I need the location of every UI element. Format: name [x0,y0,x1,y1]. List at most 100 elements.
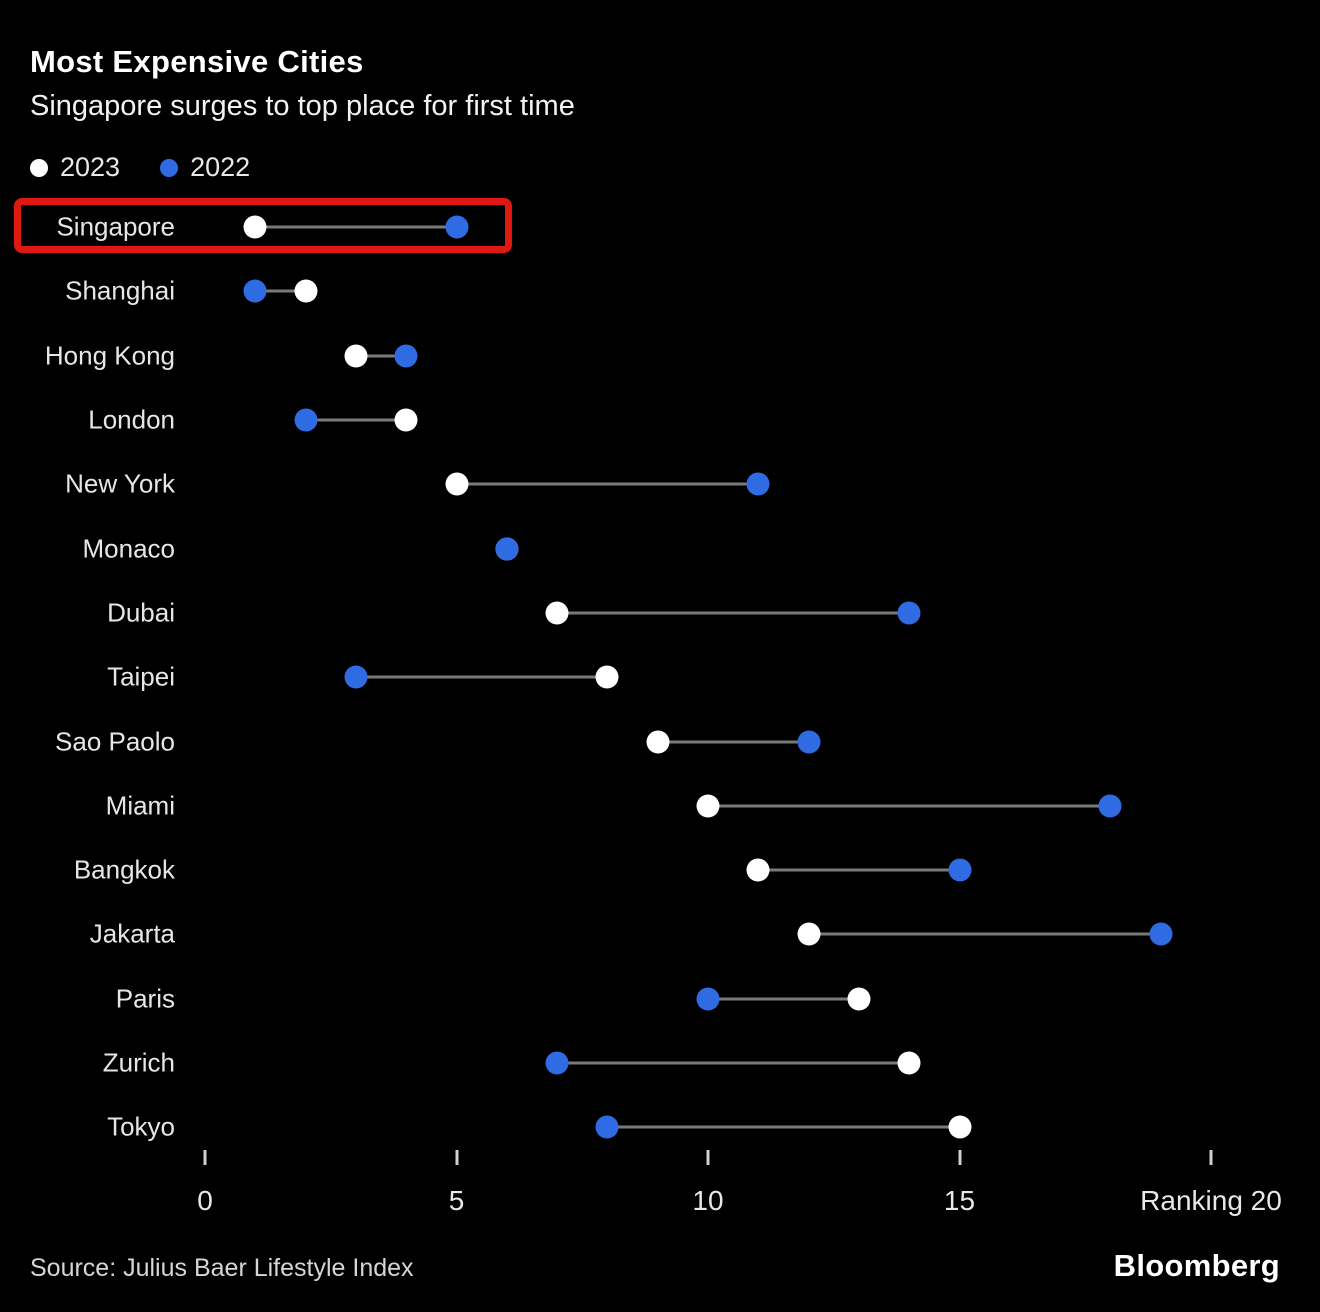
connector-line [557,1061,910,1065]
city-label: Tokyo [107,1111,175,1142]
chart-row: Miami [0,774,1320,838]
axis-tick-label: Ranking 20 [1140,1185,1282,1216]
dot-2022 [746,472,770,496]
row-track [205,388,1211,452]
city-label: London [88,404,175,435]
chart-row: Monaco [0,516,1320,580]
row-track [205,967,1211,1031]
legend-label-2022: 2022 [190,152,251,182]
row-track [205,902,1211,966]
connector-line [607,1125,960,1129]
dot-2022 [394,344,418,368]
row-track [205,259,1211,323]
row-track [205,645,1211,709]
city-label: Zurich [102,1047,175,1078]
dot-2023 [294,279,318,303]
page-title: Most Expensive Cities [30,44,364,79]
row-track [205,774,1211,838]
axis-tick-label: 15 [943,1185,976,1216]
city-label: Singapore [56,211,175,242]
connector-line [355,354,407,358]
dot-2023 [948,1115,971,1139]
connector-line [305,418,407,422]
dot-2023 [646,730,670,754]
legend-item-2022: 2022 [160,152,250,183]
legend-item-2023: 2023 [30,152,120,183]
chart-row: New York [0,452,1320,516]
bloomberg-logo: Bloomberg [1113,1248,1280,1283]
dot-2022 [595,1115,619,1139]
dot-2023 [696,794,720,818]
dot-2023 [897,1051,921,1075]
chart-row: Zurich [0,1031,1320,1095]
connector-line [255,289,306,293]
chart-row: London [0,388,1320,452]
page-subtitle: Singapore surges to top place for first … [30,90,575,122]
dot-2023 [394,408,418,432]
row-track [205,709,1211,773]
connector-line [808,932,1161,936]
axis-tick-label: 0 [197,1185,213,1216]
row-track [205,452,1211,516]
city-label: Bangkok [73,854,175,885]
dot-2022 [344,665,368,689]
dot-2023 [746,858,770,882]
dot-2022 [243,279,267,303]
city-label: Dubai [107,597,175,628]
legend-dot-2022-icon [160,158,179,177]
dot-2023 [445,472,468,496]
row-track [205,1095,1211,1159]
dot-2022 [696,987,720,1011]
city-label: Jakarta [89,918,175,949]
chart-row: Jakarta [0,902,1320,966]
row-track [205,195,1211,259]
chart-row: Shanghai [0,259,1320,323]
chart-row: Singapore [0,195,1320,259]
row-track [205,516,1211,580]
city-label: Monaco [82,533,176,564]
dot-2023 [243,215,267,239]
dot-2022 [445,215,468,239]
connector-line [355,675,608,679]
chart-row: Paris [0,967,1320,1031]
row-track [205,838,1211,902]
highlight-box [14,198,512,254]
city-label: Shanghai [65,275,175,306]
axis-tick-label: 5 [448,1185,465,1216]
dot-2023 [797,922,821,946]
source-note: Source: Julius Baer Lifestyle Index [30,1254,414,1282]
dot-2022 [948,858,971,882]
dot-2022 [797,730,821,754]
dot-2023 [595,665,619,689]
city-label: New York [65,468,175,499]
axis-tick [203,1150,207,1165]
chart-row: Tokyo [0,1095,1320,1159]
dot-2022 [897,601,921,625]
dot-2022 [495,537,519,561]
chart-row: Hong Kong [0,324,1320,388]
chart-row: Sao Paolo [0,709,1320,773]
legend-dot-2023-icon [30,158,48,177]
dot-2022 [1098,794,1122,818]
dot-2022 [1149,922,1173,946]
connector-line [456,482,759,486]
connector-line [557,611,910,615]
city-label: Taipei [107,661,175,692]
connector-line [708,997,859,1001]
legend-label-2023: 2023 [60,152,121,182]
axis-tick [958,1150,961,1165]
city-label: Miami [105,790,175,821]
connector-line [758,868,960,872]
axis-tick [706,1150,710,1165]
dot-2023 [545,601,569,625]
chart-row: Dubai [0,581,1320,645]
chart-row: Bangkok [0,838,1320,902]
dot-2022 [294,408,318,432]
row-track [205,1031,1211,1095]
connector-line [708,804,1111,808]
dot-2022 [545,1051,569,1075]
row-track [205,581,1211,645]
connector-line [657,740,809,744]
legend: 2023 2022 [30,152,250,183]
dot-2023 [344,344,368,368]
